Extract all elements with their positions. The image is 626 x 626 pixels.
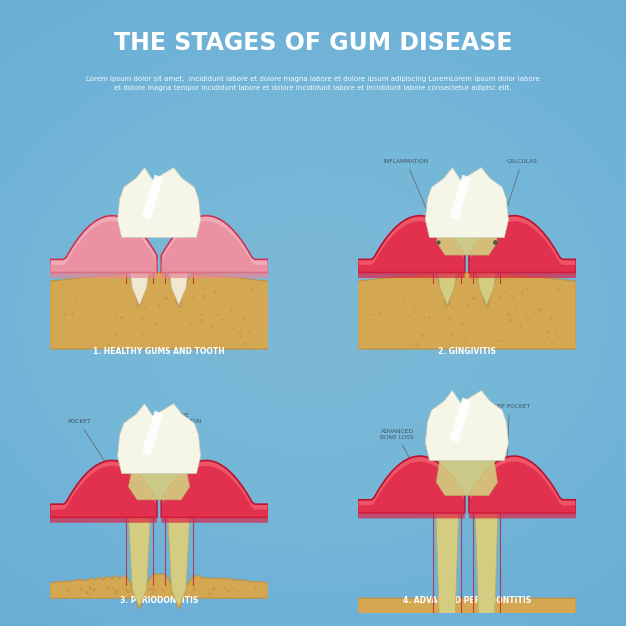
Polygon shape — [435, 491, 459, 626]
Polygon shape — [475, 491, 498, 626]
Text: CALCULAS: CALCULAS — [498, 159, 537, 235]
Polygon shape — [50, 221, 157, 278]
Polygon shape — [469, 221, 576, 278]
Polygon shape — [50, 461, 157, 517]
Polygon shape — [357, 216, 464, 272]
Polygon shape — [50, 466, 157, 523]
Polygon shape — [141, 175, 163, 220]
Polygon shape — [162, 461, 269, 517]
Text: 1. HEALTHY GUMS AND TOOTH: 1. HEALTHY GUMS AND TOOTH — [93, 347, 225, 356]
Polygon shape — [162, 221, 269, 278]
Polygon shape — [469, 216, 576, 272]
Polygon shape — [357, 598, 576, 626]
Polygon shape — [167, 495, 191, 607]
Polygon shape — [357, 221, 464, 278]
Text: INFLAMMATION: INFLAMMATION — [384, 159, 438, 235]
Polygon shape — [167, 250, 191, 305]
Polygon shape — [50, 216, 157, 272]
Polygon shape — [426, 391, 508, 461]
Polygon shape — [162, 466, 269, 523]
Polygon shape — [357, 456, 464, 513]
Text: ADVANCED
BONE LOSS: ADVANCED BONE LOSS — [380, 429, 444, 523]
Polygon shape — [118, 168, 200, 237]
Polygon shape — [162, 216, 269, 272]
Polygon shape — [50, 272, 269, 349]
Text: Lorem ipsum dolor sit amet,  incididunt labore et dolore magna labore et dolore : Lorem ipsum dolor sit amet, incididunt l… — [86, 76, 540, 91]
Polygon shape — [435, 250, 459, 305]
Polygon shape — [357, 272, 576, 349]
Text: DEEP POCKET: DEEP POCKET — [489, 404, 530, 484]
Text: POCKET: POCKET — [67, 419, 123, 489]
Text: 3. PERIODONTITIS: 3. PERIODONTITIS — [120, 596, 198, 605]
Polygon shape — [436, 209, 498, 255]
Polygon shape — [128, 443, 190, 500]
Polygon shape — [469, 461, 576, 518]
Polygon shape — [357, 461, 464, 518]
Polygon shape — [128, 495, 151, 607]
Polygon shape — [128, 250, 151, 305]
Polygon shape — [141, 411, 163, 456]
Text: 2. GINGIVITIS: 2. GINGIVITIS — [438, 347, 496, 356]
Polygon shape — [449, 175, 471, 220]
Polygon shape — [449, 398, 471, 443]
Polygon shape — [118, 404, 200, 473]
Text: 4. ADVANCED PERIODONTITIS: 4. ADVANCED PERIODONTITIS — [403, 596, 531, 605]
Polygon shape — [50, 574, 269, 609]
Polygon shape — [426, 168, 508, 237]
Polygon shape — [436, 426, 498, 495]
Polygon shape — [475, 250, 498, 305]
Text: THE STAGES OF GUM DISEASE: THE STAGES OF GUM DISEASE — [114, 31, 512, 55]
Text: BONE
DESTRUCTION: BONE DESTRUCTION — [160, 414, 202, 508]
Polygon shape — [469, 456, 576, 513]
